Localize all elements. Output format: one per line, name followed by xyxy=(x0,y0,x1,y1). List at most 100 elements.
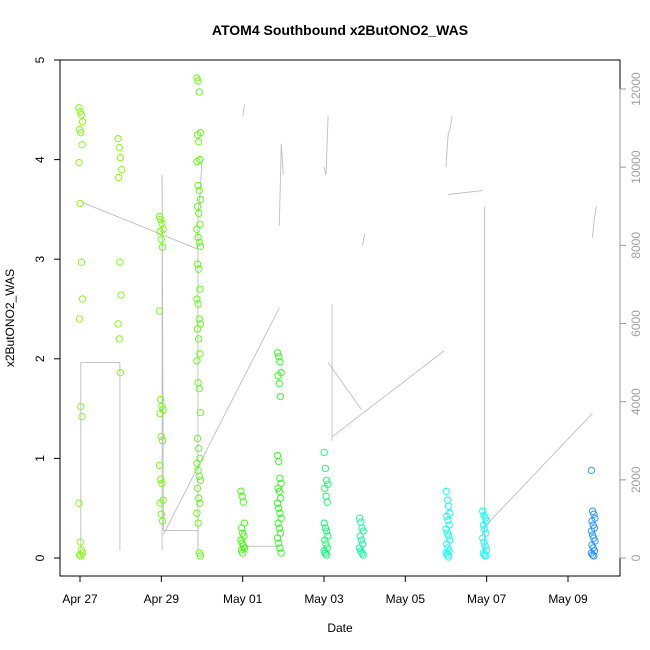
data-point xyxy=(322,492,330,500)
data-point xyxy=(275,524,283,532)
data-point xyxy=(78,412,86,421)
data-point xyxy=(115,173,123,182)
line-segment-3 xyxy=(162,307,280,535)
data-point xyxy=(195,335,203,343)
x-tick-label: May 05 xyxy=(386,592,426,606)
data-point xyxy=(323,498,331,506)
data-point xyxy=(480,525,489,533)
chart-title: ATOM4 Southbound x2ButONO2_WAS xyxy=(212,22,468,38)
data-point xyxy=(320,547,328,555)
data-point xyxy=(320,519,328,527)
data-point xyxy=(196,195,205,204)
data-point xyxy=(78,141,86,149)
data-point xyxy=(157,235,165,243)
data-point xyxy=(480,551,489,559)
data-point xyxy=(194,181,202,190)
data-point xyxy=(275,504,283,512)
y-tick-label: 3 xyxy=(33,256,47,263)
line-segment-5 xyxy=(242,104,246,117)
y2-tick-label: 12000 xyxy=(629,72,643,106)
data-point xyxy=(276,474,284,482)
data-point xyxy=(195,494,203,502)
x-tick-label: May 09 xyxy=(548,592,588,606)
data-point xyxy=(275,353,283,361)
data-point xyxy=(321,484,329,492)
data-point xyxy=(76,538,84,546)
data-point xyxy=(116,153,125,162)
points-layer xyxy=(75,74,599,561)
y-tick-label: 0 xyxy=(33,554,47,561)
data-point xyxy=(587,466,596,475)
data-point xyxy=(320,448,328,457)
data-point xyxy=(78,118,87,126)
plot-frame xyxy=(59,59,621,577)
data-point xyxy=(195,138,203,146)
data-point xyxy=(158,479,166,487)
data-point xyxy=(194,77,202,85)
data-point xyxy=(276,544,284,552)
line-segment-8 xyxy=(323,116,329,176)
data-point xyxy=(157,475,165,483)
data-point xyxy=(444,532,453,540)
data-point xyxy=(77,129,85,137)
data-point xyxy=(276,392,285,401)
data-point xyxy=(78,295,87,303)
axes-layer: 0 1 2 3 4 5 0 2000 4000 6000 8000 10000 12000 Apr 27 A… xyxy=(33,56,643,606)
data-point xyxy=(195,444,203,453)
data-point xyxy=(193,509,201,517)
data-point xyxy=(194,300,202,308)
data-point xyxy=(196,242,205,250)
data-point xyxy=(237,524,246,532)
data-point xyxy=(357,536,366,544)
data-point xyxy=(442,549,450,557)
data-point xyxy=(239,542,247,550)
data-point xyxy=(195,315,203,323)
data-point xyxy=(442,487,450,495)
data-point xyxy=(157,215,165,224)
data-point xyxy=(356,532,364,540)
y2-tick-label: 6000 xyxy=(629,310,643,337)
data-point xyxy=(75,315,84,323)
data-point xyxy=(194,519,202,527)
data-point xyxy=(156,227,164,235)
data-point xyxy=(196,476,205,484)
data-point xyxy=(193,157,201,166)
y2-tick-label: 2000 xyxy=(629,466,643,493)
data-point xyxy=(158,436,167,445)
data-point xyxy=(114,320,122,328)
data-point xyxy=(273,349,282,357)
line-segment-7 xyxy=(278,143,284,226)
y-tick-label: 2 xyxy=(33,355,47,362)
data-point xyxy=(443,540,451,548)
x-tick-label: May 03 xyxy=(304,592,344,606)
data-point xyxy=(276,509,284,517)
data-point xyxy=(322,551,331,559)
data-point xyxy=(359,551,367,559)
data-point xyxy=(443,551,452,559)
data-point xyxy=(196,499,204,507)
line-segment-4 xyxy=(197,159,203,547)
data-point xyxy=(114,135,122,143)
data-point xyxy=(156,499,164,507)
data-point xyxy=(357,547,365,555)
data-point xyxy=(77,552,85,560)
data-point xyxy=(322,476,331,484)
data-point xyxy=(195,88,203,96)
y2-tick-label: 8000 xyxy=(629,232,643,259)
data-point xyxy=(588,517,596,525)
data-point xyxy=(275,457,283,466)
data-point xyxy=(239,549,247,557)
data-point xyxy=(442,525,450,533)
data-point xyxy=(273,451,282,460)
data-point xyxy=(275,380,283,388)
data-point xyxy=(193,325,202,333)
data-point xyxy=(77,402,85,411)
data-point xyxy=(158,517,167,525)
y2-tick-label: 10000 xyxy=(629,150,643,184)
data-point xyxy=(75,499,83,507)
line-series-layer xyxy=(80,104,597,558)
data-point xyxy=(193,357,201,365)
data-point xyxy=(479,507,487,515)
line-segment-16 xyxy=(484,413,593,528)
data-point xyxy=(443,512,451,520)
